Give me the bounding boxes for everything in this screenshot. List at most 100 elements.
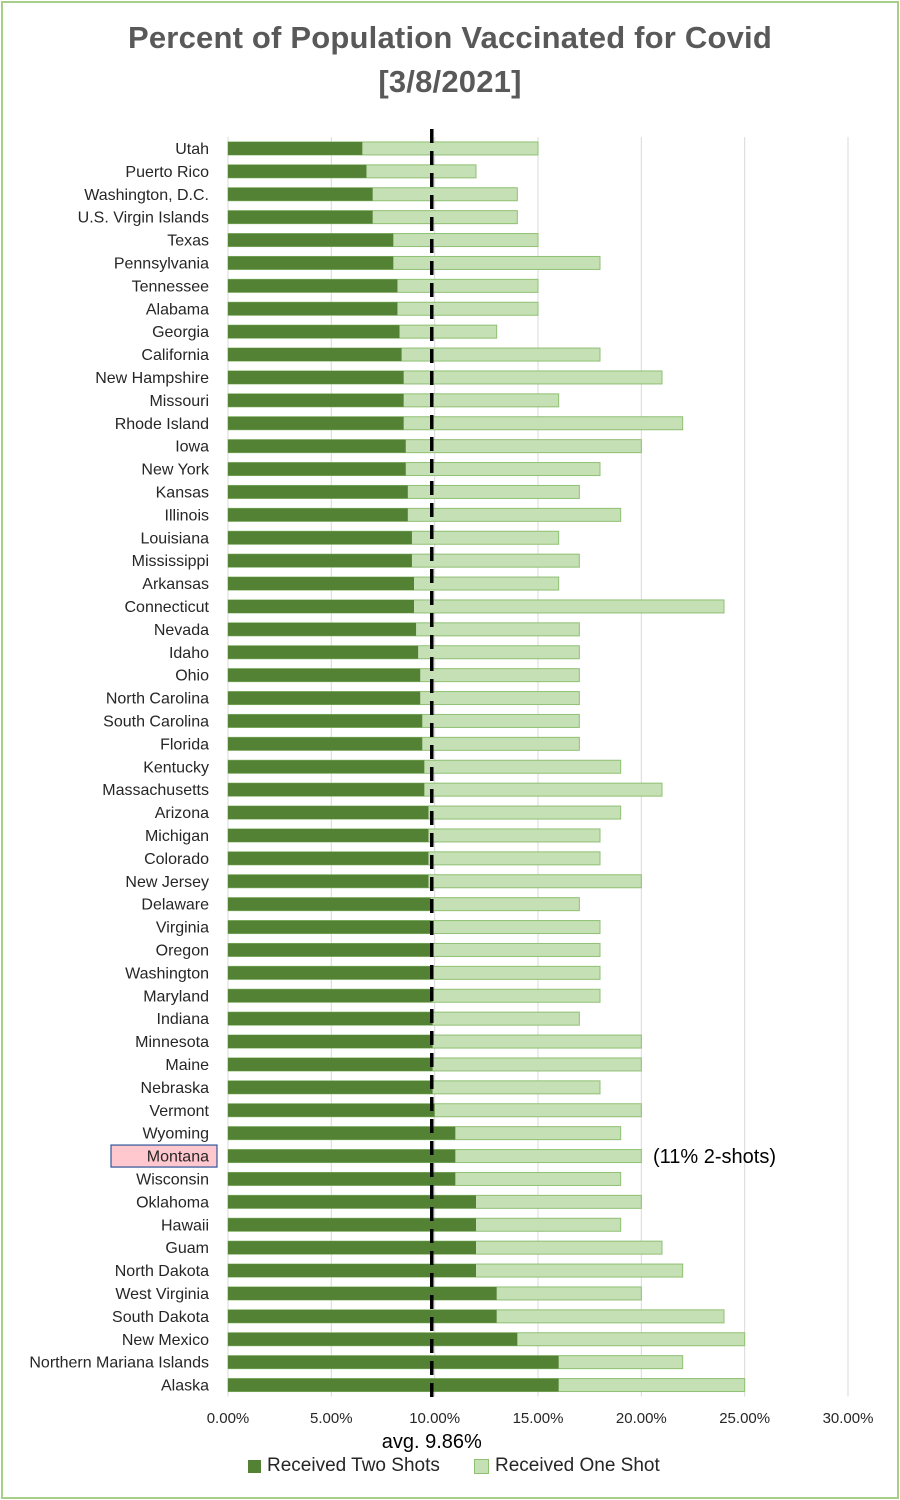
legend-item-two-shots: Received Two Shots <box>248 1455 440 1477</box>
bar-two-shots <box>228 187 373 201</box>
bar-two-shots <box>228 485 408 499</box>
bar-two-shots <box>228 622 417 636</box>
chart-legend: Received Two Shots Received One Shot <box>0 1455 900 1477</box>
bar-two-shots <box>228 760 425 774</box>
legend-label-two-shots: Received Two Shots <box>267 1455 440 1476</box>
bar-two-shots <box>228 599 414 613</box>
chart-title: Percent of Population Vaccinated for Cov… <box>127 20 772 55</box>
category-label: U.S. Virgin Islands <box>78 210 209 227</box>
x-tick-label: 30.00% <box>823 1410 874 1427</box>
average-label: avg. 9.86% <box>382 1431 482 1453</box>
bar-two-shots <box>228 783 425 797</box>
highlight-box <box>110 1144 218 1168</box>
bar-two-shots <box>228 943 431 957</box>
bar-two-shots <box>228 874 429 888</box>
bar-two-shots <box>228 1149 456 1163</box>
category-label: New York <box>141 462 210 479</box>
category-label: Indiana <box>157 1011 210 1028</box>
category-label: Nebraska <box>141 1080 210 1097</box>
bar-two-shots <box>228 1241 476 1255</box>
category-label: North Dakota <box>115 1263 209 1280</box>
category-label: Alaska <box>161 1378 209 1395</box>
bar-two-shots <box>228 462 406 476</box>
bar-two-shots <box>228 531 412 545</box>
category-label: Colorado <box>144 851 209 868</box>
bar-two-shots <box>228 210 373 224</box>
bar-two-shots <box>228 416 404 430</box>
bar-two-shots <box>228 897 431 911</box>
bar-two-shots <box>228 439 406 453</box>
category-label: Rhode Island <box>115 416 209 433</box>
category-label: New Mexico <box>122 1332 209 1349</box>
category-label: North Carolina <box>106 691 209 708</box>
category-label: Alabama <box>146 301 209 318</box>
category-label: Tennessee <box>132 278 209 295</box>
bar-two-shots <box>228 1103 435 1117</box>
bar-two-shots <box>228 1012 433 1026</box>
category-label: Mississippi <box>132 553 209 570</box>
category-label: Northern Mariana Islands <box>29 1355 209 1372</box>
chart-subtitle: [3/8/2021] <box>378 64 522 99</box>
legend-label-one-shot: Received One Shot <box>495 1455 660 1476</box>
bar-two-shots <box>228 966 433 980</box>
bar-two-shots <box>228 1080 433 1094</box>
x-tick-label: 5.00% <box>310 1410 353 1427</box>
category-label: Iowa <box>175 439 209 456</box>
bar-two-shots <box>228 737 423 751</box>
category-label: Texas <box>167 233 209 250</box>
category-label: Illinois <box>165 507 209 524</box>
x-tick-label: 0.00% <box>207 1410 250 1427</box>
category-label: Missouri <box>149 393 209 410</box>
legend-swatch-two-shots <box>248 1459 261 1473</box>
bar-two-shots <box>228 302 398 316</box>
category-label: Kentucky <box>143 759 209 776</box>
bar-two-shots <box>228 714 423 728</box>
bar-two-shots <box>228 1332 518 1346</box>
category-label: Guam <box>165 1240 209 1257</box>
category-label: Massachusetts <box>102 782 209 799</box>
bar-two-shots <box>228 691 421 705</box>
category-label: Arizona <box>155 805 209 822</box>
x-tick-label: 25.00% <box>719 1410 770 1427</box>
category-label: Oklahoma <box>136 1194 209 1211</box>
category-label: Puerto Rico <box>125 164 209 181</box>
category-label: Ohio <box>175 668 209 685</box>
bar-two-shots <box>228 668 421 682</box>
bar-two-shots <box>228 164 367 178</box>
category-label: Minnesota <box>135 1034 209 1051</box>
bar-two-shots <box>228 1309 497 1323</box>
category-label: Wyoming <box>142 1126 209 1143</box>
legend-swatch-one-shot <box>474 1458 489 1474</box>
bar-two-shots <box>228 141 363 155</box>
bar-two-shots <box>228 1218 476 1232</box>
bar-two-shots <box>228 393 404 407</box>
bar-two-shots <box>228 348 402 362</box>
category-label: Oregon <box>156 942 209 959</box>
category-label: Michigan <box>145 828 209 845</box>
category-label: New Hampshire <box>95 370 209 387</box>
category-label: South Carolina <box>103 713 209 730</box>
bar-two-shots <box>228 1378 559 1392</box>
category-label: West Virginia <box>115 1286 209 1303</box>
category-label: Hawaii <box>161 1217 209 1234</box>
category-label: Virginia <box>156 920 209 937</box>
bar-two-shots <box>228 325 400 339</box>
category-label: Washington, D.C. <box>84 187 209 204</box>
category-label: Kansas <box>156 484 209 501</box>
category-label: Maine <box>165 1057 209 1074</box>
bar-two-shots <box>228 989 433 1003</box>
x-tick-label: 10.00% <box>409 1410 460 1427</box>
bar-two-shots <box>228 1286 497 1300</box>
highlight-annotation: (11% 2-shots) <box>653 1146 776 1168</box>
category-label: Arkansas <box>142 576 209 593</box>
category-label: Montana <box>147 1149 209 1166</box>
bar-two-shots <box>228 1035 433 1049</box>
category-label: Louisiana <box>141 530 210 547</box>
category-label: Nevada <box>154 622 209 639</box>
x-tick-label: 20.00% <box>616 1410 667 1427</box>
category-label: Florida <box>160 736 209 753</box>
bar-two-shots <box>228 554 412 568</box>
bar-two-shots <box>228 645 419 659</box>
category-label: South Dakota <box>112 1309 209 1326</box>
